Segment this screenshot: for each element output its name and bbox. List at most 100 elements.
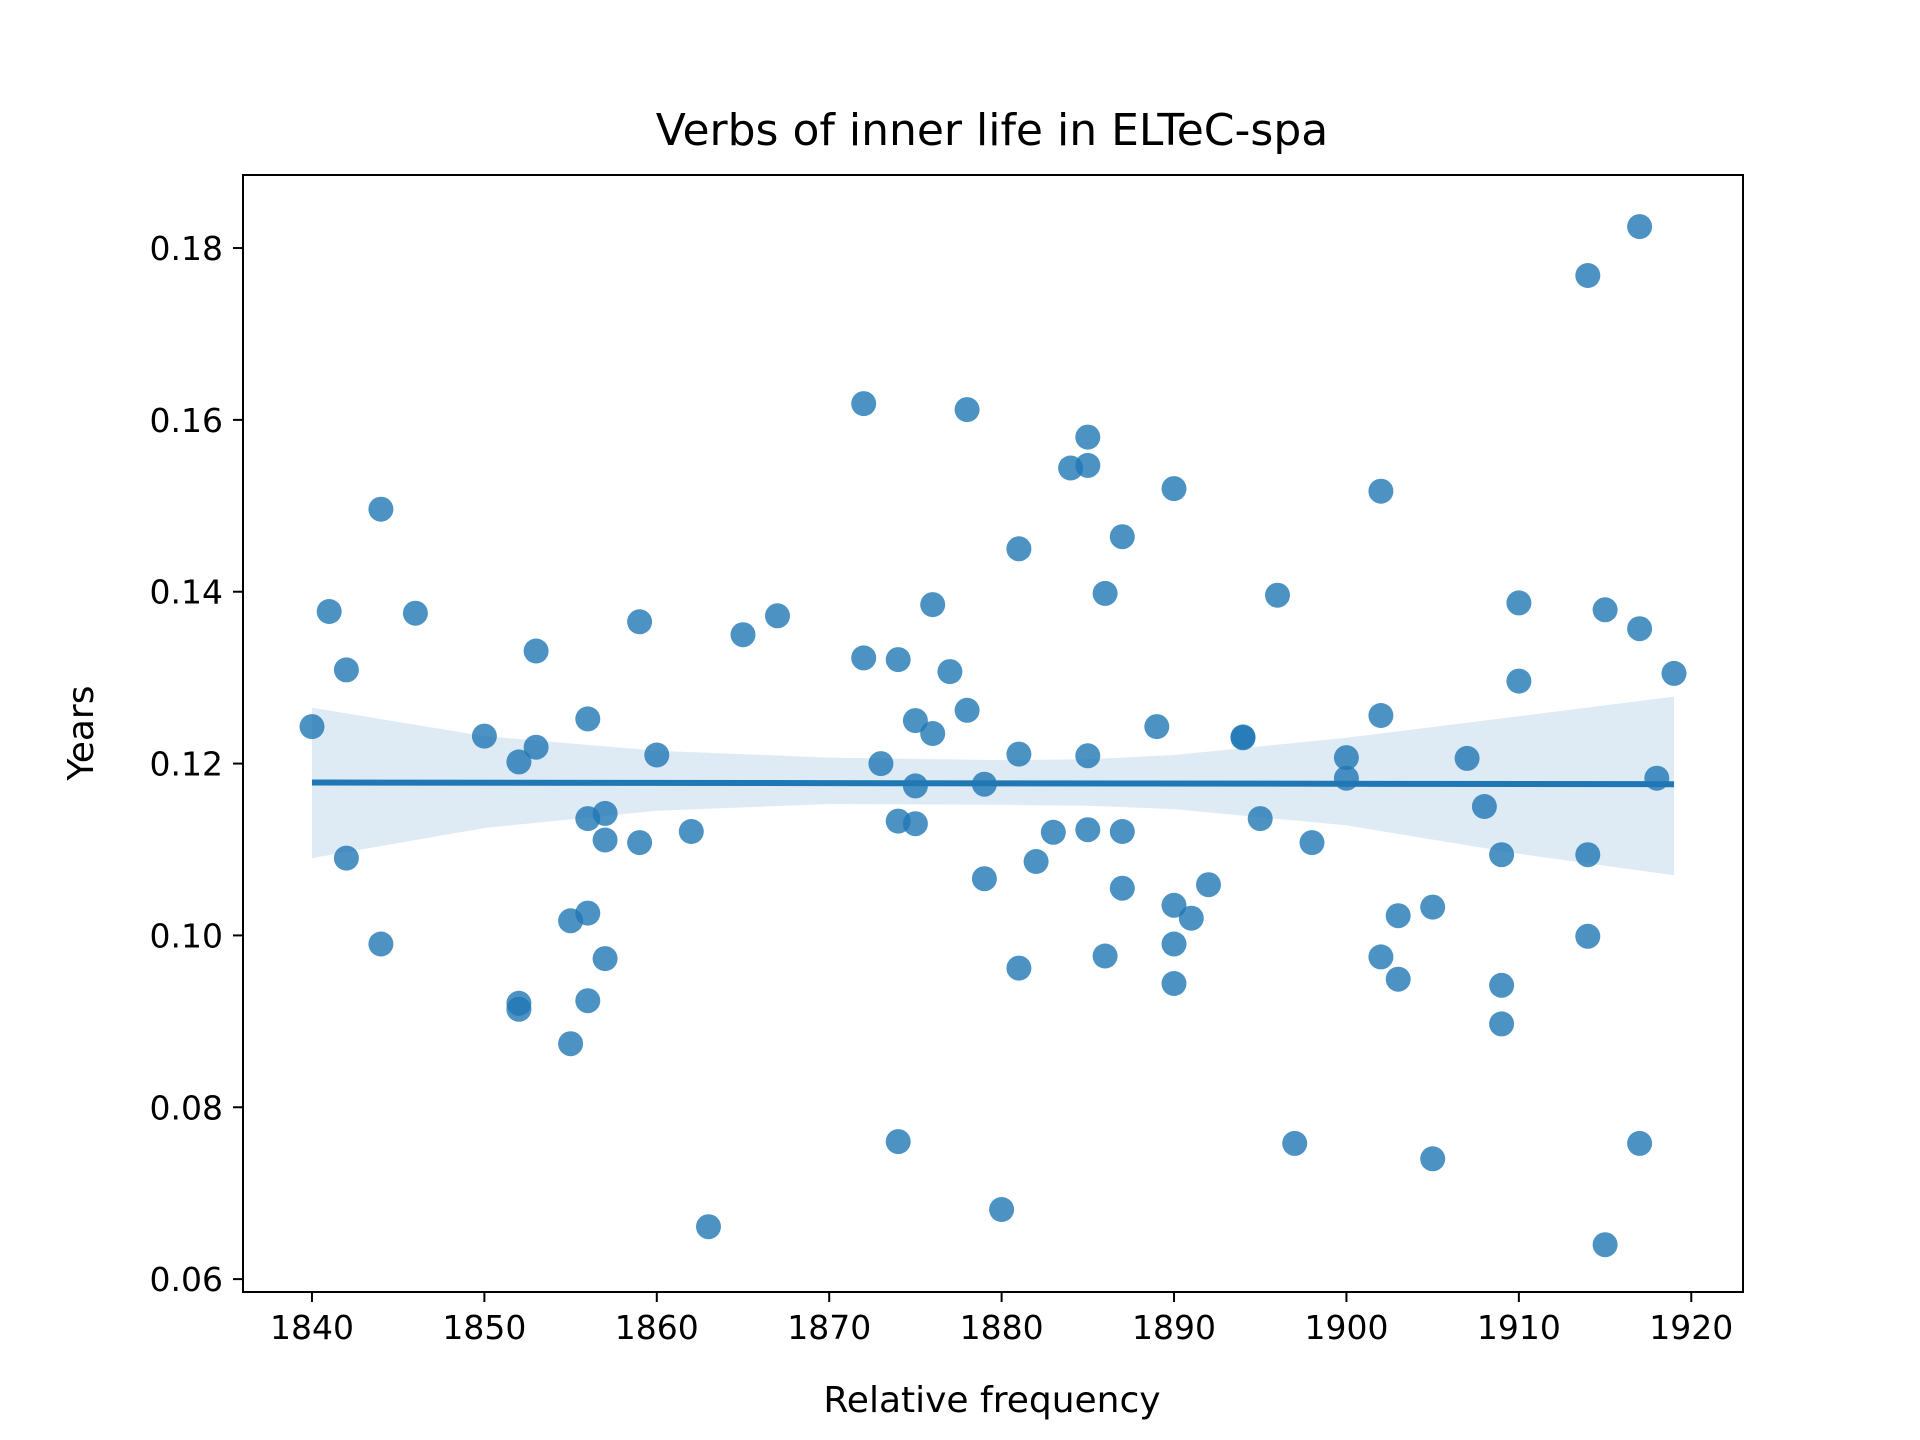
data-point bbox=[1368, 703, 1394, 728]
data-point bbox=[1178, 905, 1204, 931]
y-tick-label: 0.14 bbox=[150, 573, 223, 612]
data-point bbox=[644, 742, 670, 768]
data-point bbox=[1627, 1130, 1653, 1156]
data-point bbox=[1006, 536, 1032, 562]
data-point bbox=[696, 1214, 721, 1240]
y-tick-label: 0.08 bbox=[150, 1088, 223, 1127]
data-point bbox=[1109, 875, 1135, 901]
y-tick-label: 0.18 bbox=[150, 229, 223, 268]
data-point bbox=[1075, 817, 1101, 843]
data-point bbox=[1627, 214, 1653, 240]
data-point bbox=[1575, 842, 1601, 868]
data-point bbox=[1592, 1232, 1618, 1258]
data-point bbox=[1592, 597, 1618, 623]
data-point bbox=[592, 827, 618, 853]
data-point bbox=[1040, 819, 1066, 845]
data-point bbox=[1092, 943, 1118, 969]
data-point bbox=[1333, 745, 1359, 771]
data-point bbox=[1575, 923, 1601, 949]
data-point bbox=[1109, 524, 1135, 550]
data-point bbox=[1333, 765, 1359, 791]
x-tick-label: 1920 bbox=[1649, 1308, 1733, 1347]
data-point bbox=[575, 706, 601, 732]
data-point bbox=[1265, 582, 1290, 608]
data-point bbox=[1489, 1011, 1515, 1037]
x-axis-label: Relative frequency bbox=[823, 1380, 1160, 1421]
data-point bbox=[1661, 660, 1687, 686]
y-axis: 0.06 0.08 0.10 0.12 0.14 0.16 0.18 bbox=[150, 229, 243, 1299]
data-point bbox=[368, 931, 394, 957]
data-point bbox=[1109, 819, 1135, 844]
data-point bbox=[523, 638, 549, 664]
data-point bbox=[1506, 590, 1532, 616]
data-point bbox=[678, 819, 704, 844]
data-point bbox=[954, 397, 980, 423]
data-point bbox=[885, 647, 911, 673]
data-point bbox=[1385, 966, 1411, 992]
x-tick-label: 1850 bbox=[442, 1308, 526, 1347]
data-point bbox=[1506, 668, 1532, 694]
data-point bbox=[954, 697, 980, 723]
data-point bbox=[902, 773, 928, 799]
data-point bbox=[1006, 955, 1032, 981]
data-point bbox=[1368, 944, 1394, 970]
data-point bbox=[1299, 830, 1325, 856]
data-point bbox=[989, 1197, 1015, 1222]
data-point bbox=[765, 603, 790, 629]
data-point bbox=[1489, 972, 1515, 998]
data-point bbox=[627, 609, 653, 635]
data-point bbox=[1420, 894, 1446, 920]
data-point bbox=[575, 900, 601, 926]
data-point bbox=[902, 811, 928, 837]
data-point bbox=[1144, 714, 1170, 740]
data-point bbox=[1489, 842, 1515, 868]
data-point bbox=[902, 708, 928, 734]
data-point bbox=[1644, 765, 1670, 791]
data-point bbox=[471, 723, 497, 749]
chart-title: Verbs of inner life in ELTeC-spa bbox=[656, 105, 1328, 156]
plot-frame bbox=[242, 174, 1744, 1293]
data-point bbox=[1023, 849, 1049, 874]
data-point bbox=[1161, 971, 1187, 996]
data-point bbox=[316, 599, 342, 624]
x-tick-label: 1840 bbox=[270, 1308, 354, 1347]
x-tick-label: 1870 bbox=[787, 1308, 871, 1347]
data-point bbox=[368, 496, 394, 522]
data-point bbox=[920, 721, 946, 746]
data-point bbox=[299, 714, 325, 740]
data-point bbox=[1385, 903, 1411, 929]
data-point bbox=[1006, 741, 1032, 767]
data-point bbox=[402, 600, 428, 626]
data-point bbox=[1161, 931, 1187, 957]
data-point bbox=[558, 1031, 584, 1057]
data-point bbox=[592, 800, 618, 826]
data-point bbox=[1075, 452, 1101, 478]
data-point bbox=[1420, 1146, 1446, 1172]
data-point bbox=[1075, 424, 1101, 450]
data-point bbox=[627, 830, 653, 856]
data-point bbox=[506, 996, 532, 1022]
data-point bbox=[1230, 725, 1256, 751]
y-tick-label: 0.06 bbox=[150, 1260, 223, 1299]
data-point bbox=[1454, 745, 1480, 771]
data-point bbox=[1075, 743, 1101, 769]
data-point bbox=[592, 946, 618, 972]
data-point bbox=[1247, 806, 1273, 832]
data-point bbox=[1161, 892, 1187, 918]
data-point bbox=[937, 659, 963, 685]
points-layer bbox=[299, 214, 1687, 1258]
y-tick-label: 0.12 bbox=[150, 745, 223, 784]
data-point bbox=[333, 845, 359, 871]
data-point bbox=[1196, 872, 1221, 898]
data-point bbox=[971, 866, 997, 892]
x-tick-label: 1880 bbox=[960, 1308, 1044, 1347]
data-point bbox=[730, 622, 756, 648]
data-point bbox=[1368, 478, 1394, 504]
y-tick-label: 0.10 bbox=[150, 916, 223, 955]
data-point bbox=[920, 592, 946, 618]
data-point bbox=[523, 734, 549, 760]
data-point bbox=[971, 771, 997, 797]
x-axis: 1840 1850 1860 1870 1880 1890 1900 1910 1920 bbox=[270, 1292, 1733, 1347]
y-axis-label: Years bbox=[61, 686, 102, 782]
data-point bbox=[851, 645, 877, 671]
